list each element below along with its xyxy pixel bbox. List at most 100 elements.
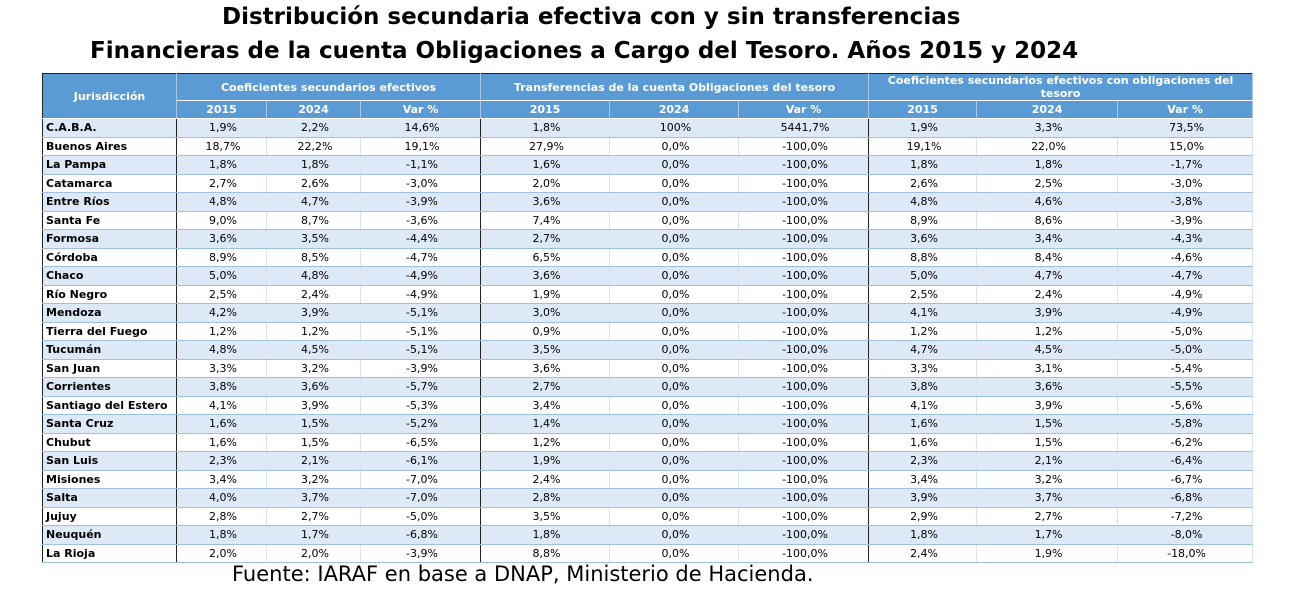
table-row: Catamarca 2,7% 2,6% -3,0% 2,0% 0,0% -100,0% 2,6… — [42, 174, 1254, 193]
jurisdiction-name: Entre Ríos — [42, 192, 177, 212]
table-row: San Juan 3,3% 3,2% -3,9% 3,6% 0,0% -100,0% 3,3%… — [42, 359, 1254, 378]
value-cell: 4,5% — [976, 340, 1119, 360]
value-cell: 0,0% — [609, 211, 740, 230]
value-cell: -3,9% — [360, 544, 482, 563]
value-cell: 1,9% — [176, 118, 267, 138]
value-cell: 2,0% — [266, 544, 361, 563]
value-cell: 1,7% — [976, 525, 1119, 545]
value-cell: 1,8% — [176, 155, 267, 175]
table-row: Salta 4,0% 3,7% -7,0% 2,8% 0,0% -100,0% 3,9% 3,7… — [42, 488, 1254, 508]
table-row: Río Negro 2,5% 2,4% -4,9% 1,9% 0,0% -100,0% 2,5… — [42, 285, 1254, 304]
value-cell: 3,7% — [266, 488, 361, 508]
jurisdiction-name: Misiones — [42, 470, 177, 489]
value-cell: 73,5% — [1117, 118, 1254, 138]
value-cell: -100,0% — [738, 174, 870, 193]
value-cell: 1,5% — [976, 433, 1119, 452]
value-cell: 3,8% — [868, 377, 978, 397]
value-cell: -100,0% — [738, 544, 870, 563]
title-line-1: Distribución secundaria efectiva con y s… — [222, 4, 961, 30]
jurisdiction-name: La Pampa — [42, 155, 177, 175]
value-cell: 4,7% — [976, 266, 1119, 286]
value-cell: 19,1% — [868, 137, 978, 156]
value-cell: 0,0% — [609, 155, 740, 175]
value-cell: 4,8% — [176, 192, 267, 212]
value-cell: 1,2% — [480, 433, 611, 452]
value-cell: 8,8% — [868, 248, 978, 267]
value-cell: 3,0% — [480, 303, 611, 323]
value-cell: -100,0% — [738, 340, 870, 360]
value-cell: 3,9% — [976, 396, 1119, 415]
value-cell: -5,8% — [1117, 414, 1254, 434]
value-cell: 4,8% — [266, 266, 361, 286]
subheader-2015: 2015 — [176, 100, 267, 119]
subheader-2024: 2024 — [609, 100, 740, 119]
value-cell: -100,0% — [738, 488, 870, 508]
value-cell: -100,0% — [738, 396, 870, 415]
value-cell: 2,0% — [480, 174, 611, 193]
value-cell: 3,6% — [176, 229, 267, 249]
value-cell: 1,9% — [480, 285, 611, 304]
distribution-table: Jurisdicción Coeficientes secundarios ef… — [42, 73, 1254, 563]
value-cell: 1,9% — [868, 118, 978, 138]
value-cell: 14,6% — [360, 118, 482, 138]
table-row: Entre Ríos 4,8% 4,7% -3,9% 3,6% 0,0% -100,0% 4,… — [42, 192, 1254, 212]
table-row: Mendoza 4,2% 3,9% -5,1% 3,0% 0,0% -100,0% 4,1% 3… — [42, 303, 1254, 323]
table-row: Misiones 3,4% 3,2% -7,0% 2,4% 0,0% -100,0% 3,4%… — [42, 470, 1254, 489]
value-cell: 5441,7% — [738, 118, 870, 138]
value-cell: -5,4% — [1117, 359, 1254, 378]
value-cell: -5,1% — [360, 340, 482, 360]
jurisdiction-name: Tucumán — [42, 340, 177, 360]
value-cell: -3,9% — [1117, 211, 1254, 230]
value-cell: 1,8% — [480, 525, 611, 545]
value-cell: 19,1% — [360, 137, 482, 156]
value-cell: 0,0% — [609, 414, 740, 434]
value-cell: -5,0% — [360, 507, 482, 526]
table-row: La Rioja 2,0% 2,0% -3,9% 8,8% 0,0% -100,0% 2,4%… — [42, 544, 1254, 563]
value-cell: 8,7% — [266, 211, 361, 230]
value-cell: 2,1% — [266, 451, 361, 471]
value-cell: -6,5% — [360, 433, 482, 452]
value-cell: 2,5% — [976, 174, 1119, 193]
value-cell: 3,4% — [480, 396, 611, 415]
value-cell: 0,9% — [480, 322, 611, 341]
value-cell: -4,9% — [1117, 285, 1254, 304]
value-cell: -1,1% — [360, 155, 482, 175]
value-cell: 3,6% — [868, 229, 978, 249]
value-cell: -5,0% — [1117, 340, 1254, 360]
value-cell: 3,6% — [480, 359, 611, 378]
jurisdiction-name: Tierra del Fuego — [42, 322, 177, 341]
value-cell: 1,9% — [480, 451, 611, 471]
value-cell: 2,4% — [480, 470, 611, 489]
value-cell: -100,0% — [738, 470, 870, 489]
value-cell: -3,8% — [1117, 192, 1254, 212]
jurisdiction-name: Santa Fe — [42, 211, 177, 230]
value-cell: -5,2% — [360, 414, 482, 434]
value-cell: 1,6% — [176, 433, 267, 452]
value-cell: 2,5% — [176, 285, 267, 304]
value-cell: 3,2% — [976, 470, 1119, 489]
value-cell: 0,0% — [609, 266, 740, 286]
subheader-var: Var % — [1117, 100, 1254, 119]
value-cell: -3,9% — [360, 359, 482, 378]
value-cell: 1,8% — [976, 155, 1119, 175]
value-cell: 4,5% — [266, 340, 361, 360]
table-row: C.A.B.A. 1,9% 2,2% 14,6% 1,8% 100% 5441,7% 1,9%… — [42, 118, 1254, 138]
value-cell: -100,0% — [738, 303, 870, 323]
value-cell: 0,0% — [609, 377, 740, 397]
value-cell: -3,0% — [1117, 174, 1254, 193]
value-cell: 2,7% — [266, 507, 361, 526]
jurisdiction-name: Corrientes — [42, 377, 177, 397]
value-cell: 5,0% — [868, 266, 978, 286]
value-cell: 4,0% — [176, 488, 267, 508]
value-cell: -100,0% — [738, 155, 870, 175]
value-cell: 3,5% — [480, 507, 611, 526]
table-row: Córdoba 8,9% 8,5% -4,7% 6,5% 0,0% -100,0% 8,8% 8… — [42, 248, 1254, 267]
table-row: Buenos Aires 18,7% 22,2% 19,1% 27,9% 0,0% -100… — [42, 137, 1254, 156]
value-cell: 3,6% — [480, 266, 611, 286]
value-cell: 0,0% — [609, 433, 740, 452]
value-cell: 2,0% — [176, 544, 267, 563]
source-note: Fuente: IARAF en base a DNAP, Ministerio… — [232, 562, 814, 586]
header-group-transferencias: Transferencias de la cuenta Obligaciones… — [480, 73, 870, 101]
subheader-2015: 2015 — [480, 100, 611, 119]
table-row: Formosa 3,6% 3,5% -4,4% 2,7% 0,0% -100,0% 3,6% 3… — [42, 229, 1254, 249]
